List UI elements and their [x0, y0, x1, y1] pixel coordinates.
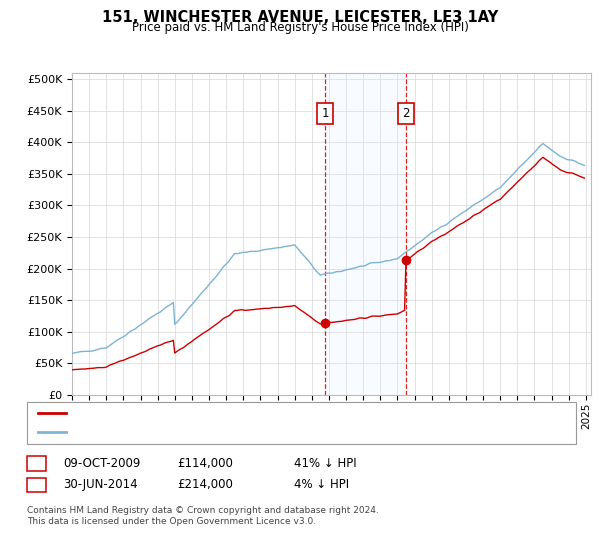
- Text: HPI: Average price, detached house, Leicester: HPI: Average price, detached house, Leic…: [72, 427, 324, 437]
- Text: 30-JUN-2014: 30-JUN-2014: [63, 478, 137, 491]
- Text: 41% ↓ HPI: 41% ↓ HPI: [294, 456, 356, 470]
- Text: 1: 1: [322, 108, 329, 120]
- Text: 151, WINCHESTER AVENUE, LEICESTER, LE3 1AY: 151, WINCHESTER AVENUE, LEICESTER, LE3 1…: [102, 10, 498, 25]
- Text: Price paid vs. HM Land Registry's House Price Index (HPI): Price paid vs. HM Land Registry's House …: [131, 21, 469, 34]
- Text: 2: 2: [33, 478, 40, 491]
- Text: Contains HM Land Registry data © Crown copyright and database right 2024.
This d: Contains HM Land Registry data © Crown c…: [27, 506, 379, 526]
- Bar: [325, 73, 406, 395]
- Text: 2: 2: [402, 108, 410, 120]
- Text: 4% ↓ HPI: 4% ↓ HPI: [294, 478, 349, 491]
- Text: 09-OCT-2009: 09-OCT-2009: [63, 456, 140, 470]
- Text: £114,000: £114,000: [177, 456, 233, 470]
- Text: 1: 1: [33, 456, 40, 470]
- Text: £214,000: £214,000: [177, 478, 233, 491]
- Text: 151, WINCHESTER AVENUE, LEICESTER, LE3 1AY (detached house): 151, WINCHESTER AVENUE, LEICESTER, LE3 1…: [72, 408, 436, 418]
